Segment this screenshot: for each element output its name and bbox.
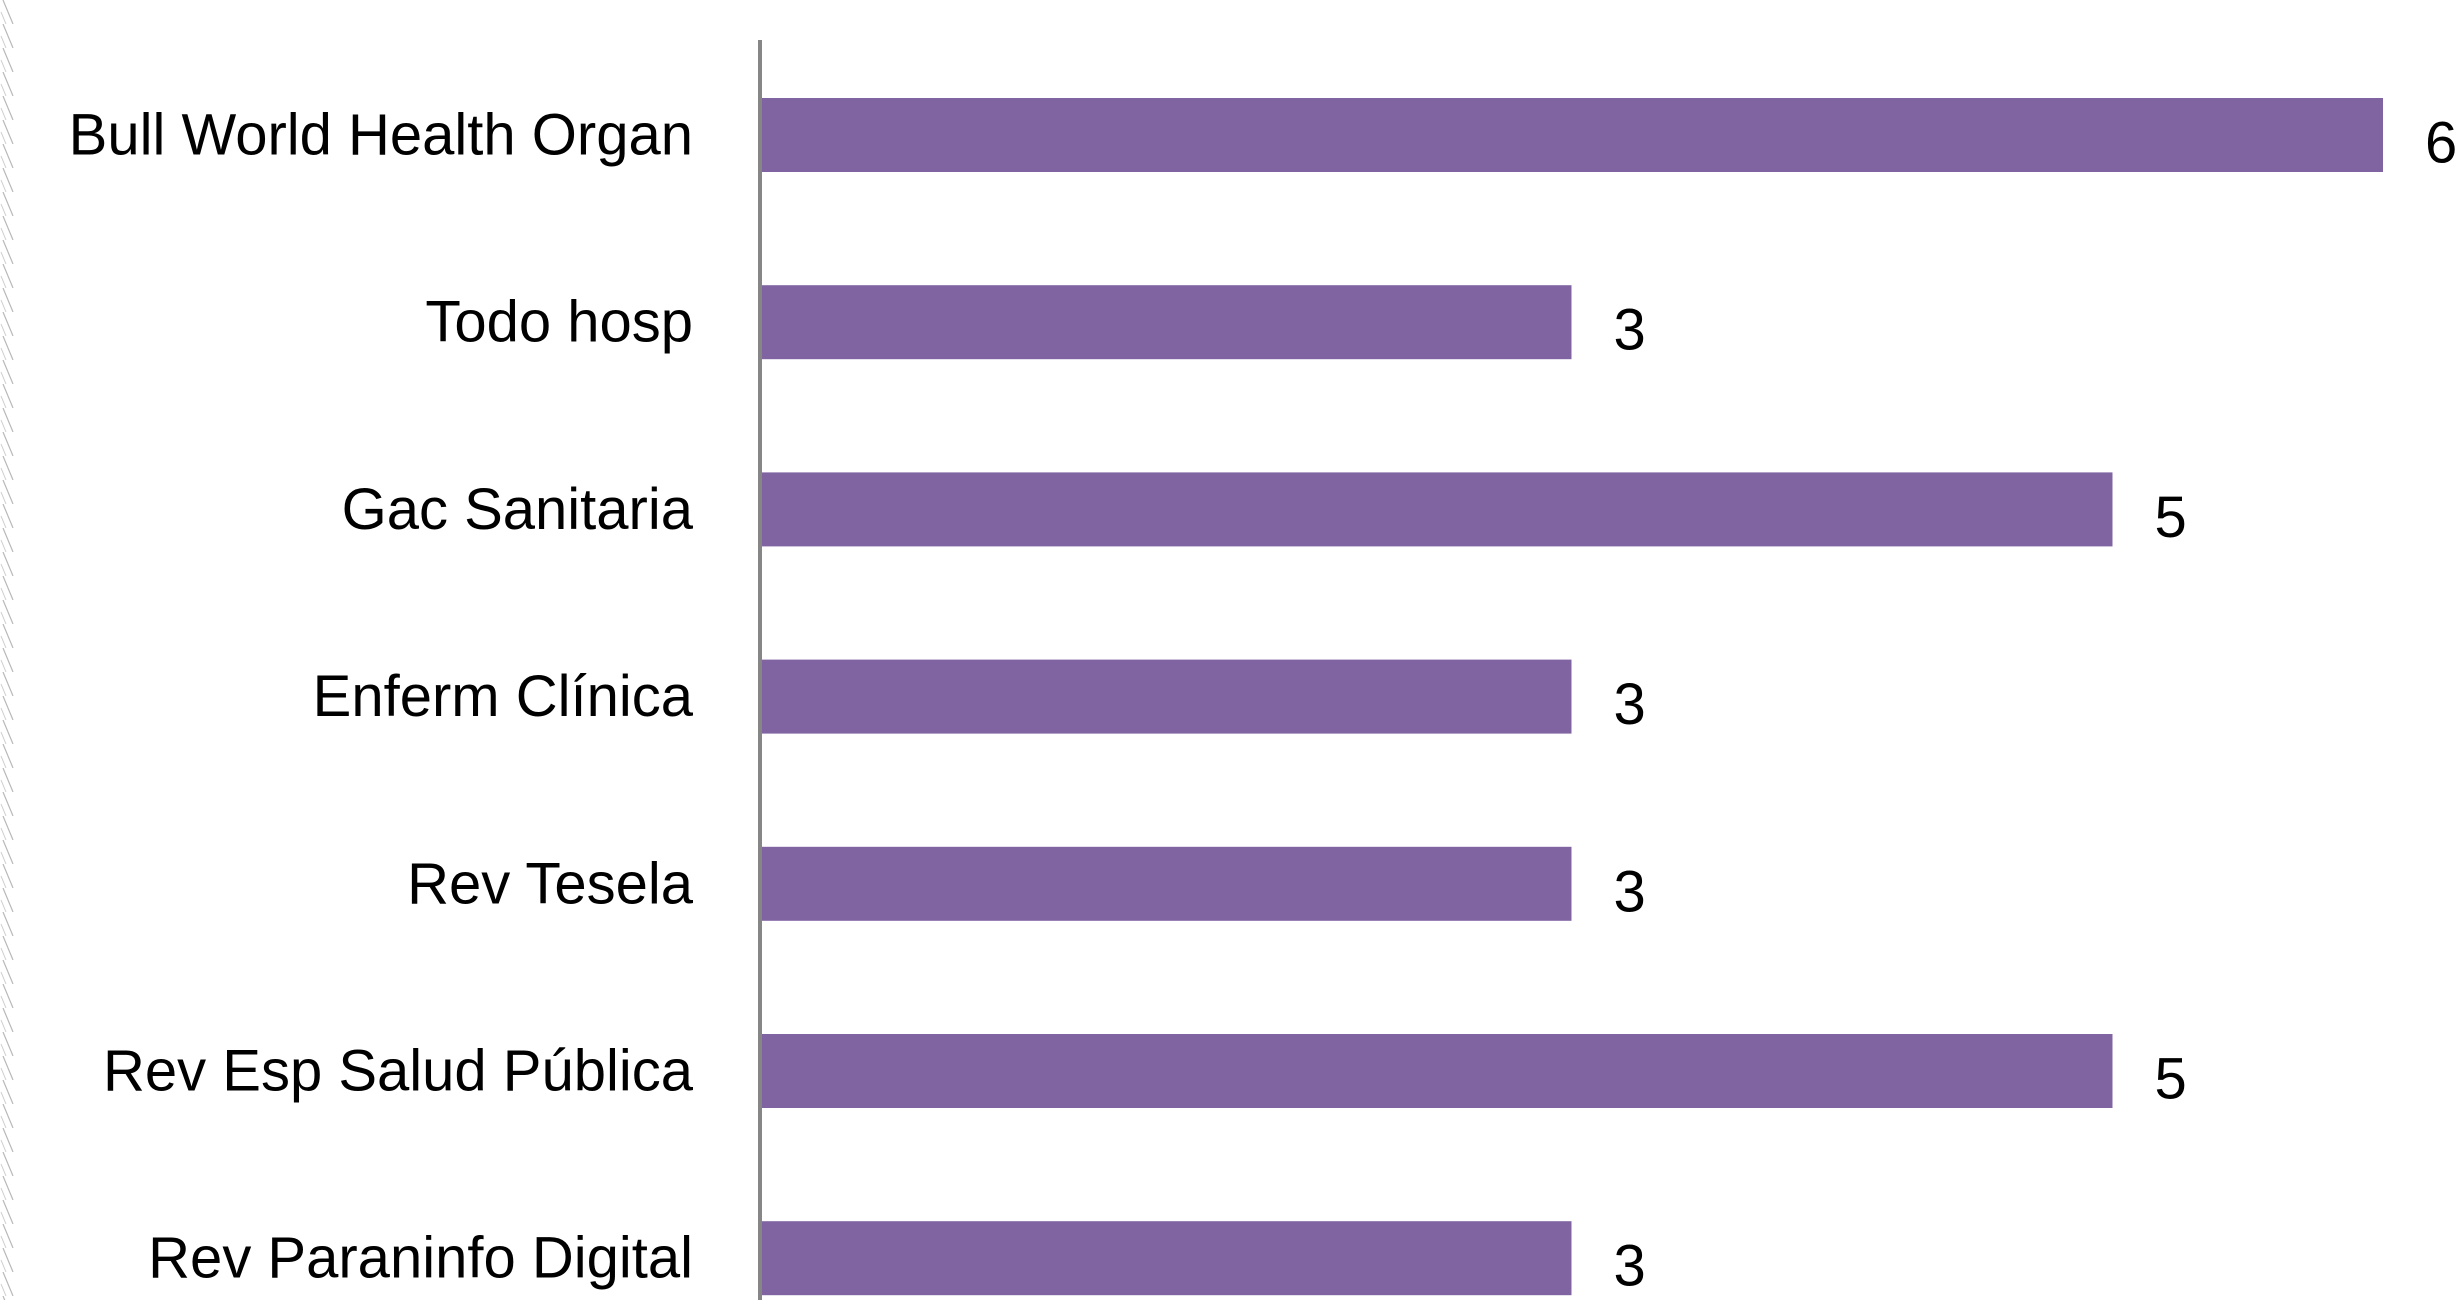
bar-2	[760, 285, 1572, 360]
category-label-6: Rev Esp Salud Pública	[103, 1039, 694, 1104]
data-label-5: 3	[1614, 859, 1646, 924]
data-label-3: 5	[2155, 485, 2187, 550]
bar-5	[760, 846, 1572, 921]
category-label-2: Todo hosp	[425, 290, 693, 355]
data-label-6: 5	[2155, 1047, 2187, 1112]
slide-edge-pattern	[0, 0, 16, 1300]
bar-6	[760, 1034, 2113, 1108]
category-label-3: Gac Sanitaria	[342, 477, 694, 542]
data-label-7: 3	[1614, 1234, 1646, 1299]
category-labels: Bull World Health Organ Todo hosp Gac Sani…	[69, 103, 694, 1291]
bar-7	[760, 1221, 1572, 1296]
bar-1	[760, 98, 2383, 172]
data-label-4: 3	[1614, 672, 1646, 737]
category-label-5: Rev Tesela	[407, 851, 694, 916]
bars-layer	[760, 98, 2383, 1296]
category-label-7: Rev Paraninfo Digital	[148, 1226, 693, 1291]
bar-3	[760, 472, 2113, 547]
category-label-4: Enferm Clínica	[313, 664, 694, 729]
category-label-1: Bull World Health Organ	[69, 103, 693, 168]
bar-4	[760, 659, 1572, 734]
data-label-2: 3	[1614, 298, 1646, 363]
data-labels: 6 3 5 3 3 5 3	[1614, 111, 2458, 1299]
data-label-1: 6	[2425, 111, 2457, 176]
